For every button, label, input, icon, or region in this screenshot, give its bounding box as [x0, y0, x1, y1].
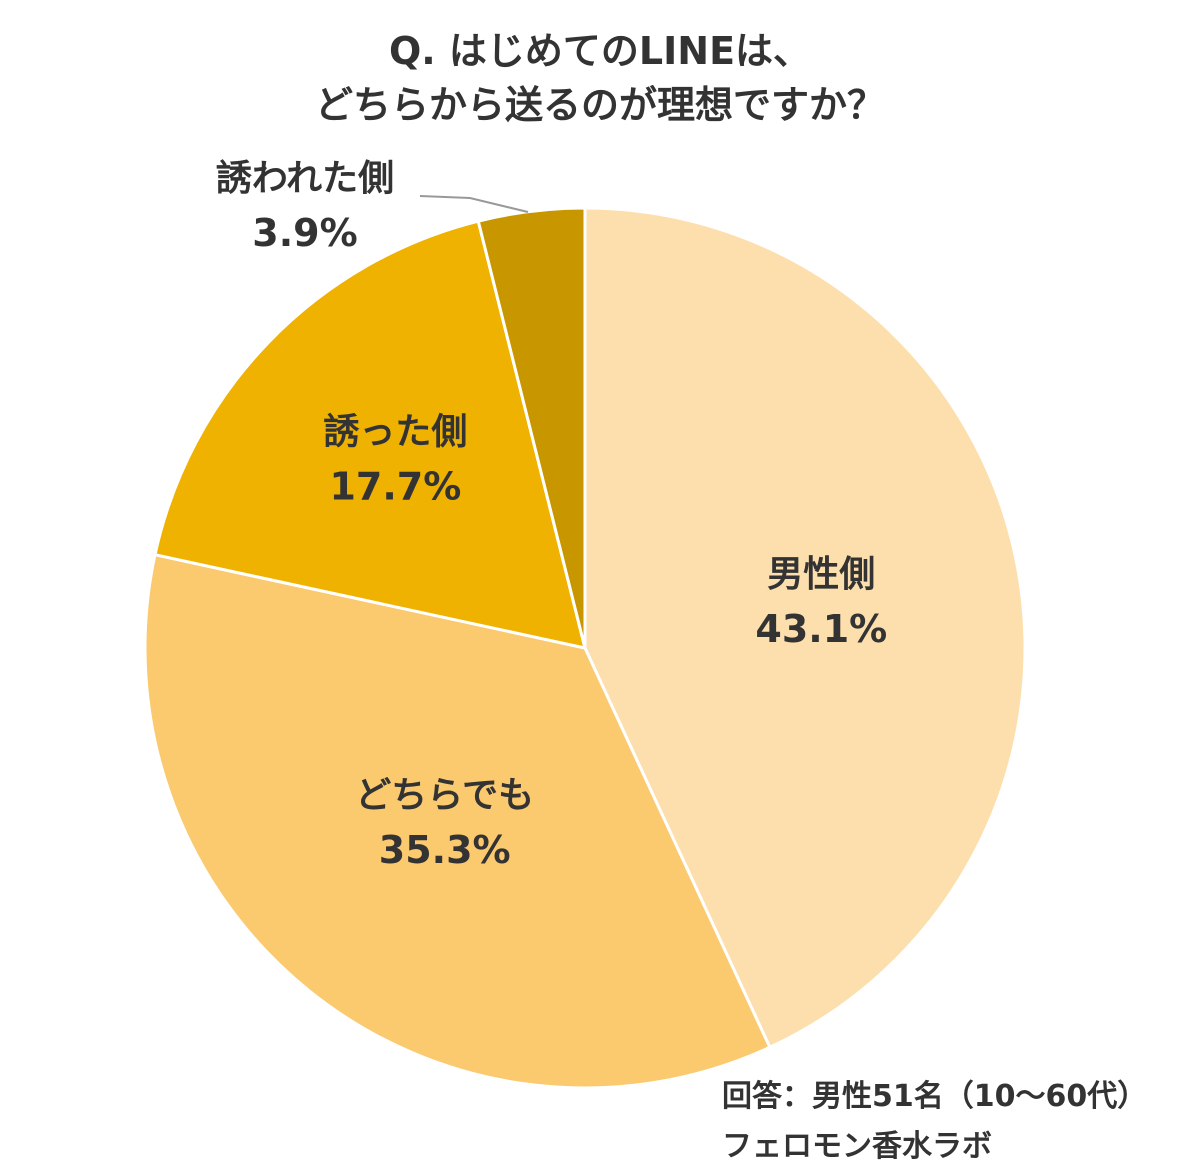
source-note-line-1: 回答：男性51名（10〜60代）: [722, 1079, 1148, 1114]
slice-labels: 男性側 43.1% どちらでも 35.3% 誘った側 17.7% 誘われた側 3.9%: [216, 158, 887, 872]
slice-label-1: 男性側: [767, 554, 875, 595]
chart-title-line-1: Q. はじめてのLINEは、: [388, 29, 812, 73]
slice-label-2: どちらでも: [355, 775, 534, 816]
slice-value-1: 43.1%: [755, 607, 887, 651]
slice-value-2: 35.3%: [379, 828, 511, 872]
slice-value-3: 17.7%: [329, 464, 461, 508]
callouts: [419, 195, 529, 213]
pie-slice-1: [583, 206, 1027, 1049]
source-note-line-2: フェロモン香水ラボ: [722, 1129, 992, 1164]
pie-slice-3: [153, 219, 587, 650]
callout-line-4: [419, 195, 529, 213]
source-note: 回答：男性51名（10〜60代） フェロモン香水ラボ: [722, 1072, 1147, 1172]
slice-value-4: 3.9%: [252, 211, 357, 255]
chart-title-line-2: どちらから送るのが理想ですか？: [314, 83, 885, 127]
slice-label-4: 誘われた側: [216, 158, 394, 199]
slice-label-3: 誘った側: [323, 411, 467, 452]
pie-slices: [143, 206, 1027, 1090]
pie-slice-4: [476, 206, 587, 650]
pie-slice-2: [143, 553, 772, 1090]
chart-title: Q. はじめてのLINEは、 どちらから送るのが理想ですか？: [0, 24, 1200, 132]
